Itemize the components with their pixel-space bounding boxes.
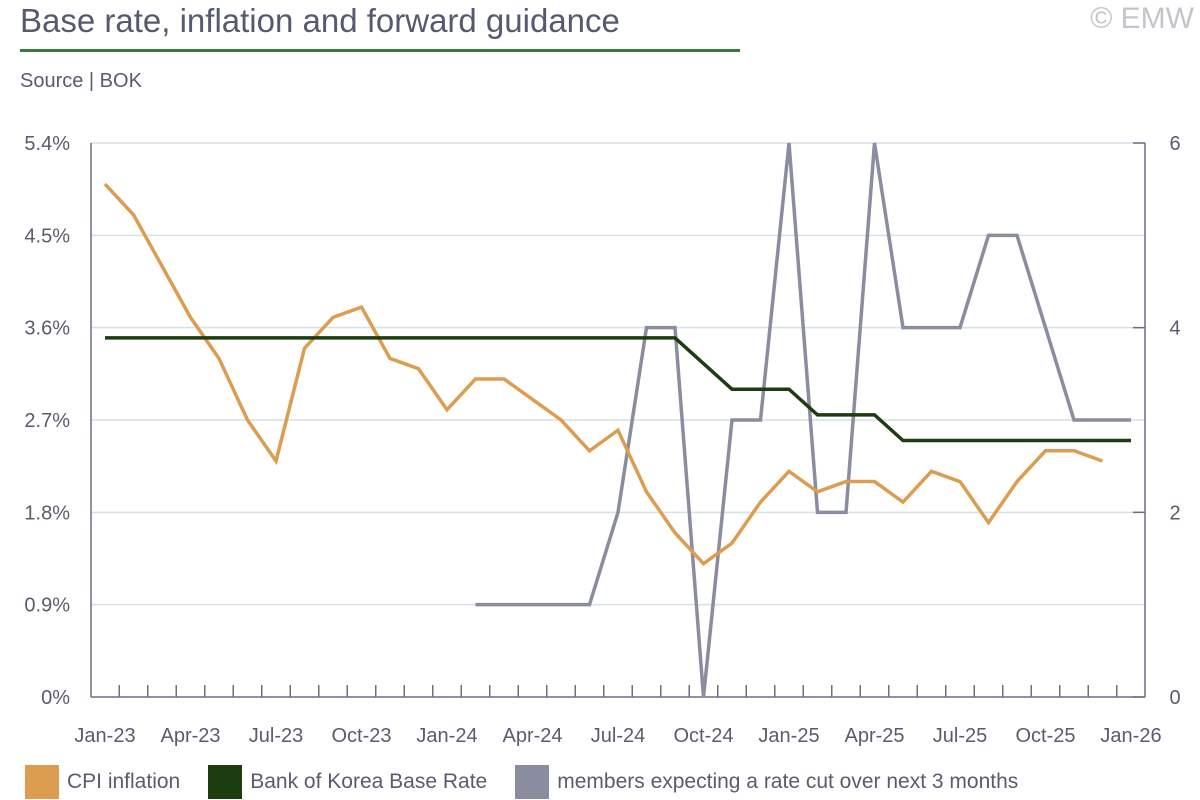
x-tick-label: Apr-24	[502, 725, 562, 747]
x-tick-label: Apr-23	[160, 725, 220, 747]
legend-label: CPI inflation	[67, 770, 181, 793]
chart-title: Base rate, inflation and forward guidanc…	[20, 2, 620, 39]
source-label: Source | BOK	[20, 70, 142, 92]
y-right-tick-label: 4	[1169, 318, 1180, 340]
copyright: © EMW	[1090, 2, 1194, 35]
y-left-tick-label: 4.5%	[24, 225, 70, 247]
cpi-inflation-line	[103, 182, 1104, 566]
x-tick-label: Oct-23	[331, 725, 391, 747]
x-tick-label: Jul-23	[249, 725, 303, 747]
y-right-tick-label: 2	[1169, 502, 1180, 524]
x-tick-label: Jul-25	[933, 725, 987, 747]
x-tick-label: Jan-26	[1100, 725, 1161, 747]
legend-label: members expecting a rate cut over next 3…	[557, 770, 1019, 793]
x-tick-label: Jan-24	[416, 725, 477, 747]
y-right-tick-label: 6	[1169, 133, 1180, 155]
y-left-tick-label: 5.4%	[24, 133, 70, 155]
x-tick-label: Jul-24	[591, 725, 645, 747]
legend: CPI inflation Bank of Korea Base Rate me…	[25, 765, 1046, 799]
y-right-tick-label: 0	[1169, 687, 1180, 709]
x-tick-label: Oct-25	[1015, 725, 1075, 747]
x-tick-label: Apr-25	[844, 725, 904, 747]
x-tick-label: Oct-24	[673, 725, 733, 747]
legend-swatch	[208, 765, 243, 799]
legend-label: Bank of Korea Base Rate	[250, 770, 488, 793]
base-rate-line	[105, 336, 1131, 443]
x-tick-label: Jan-25	[758, 725, 819, 747]
legend-swatch	[515, 765, 550, 799]
x-tick-label: Jan-23	[74, 725, 135, 747]
y-left-tick-label: 0.9%	[24, 595, 70, 617]
y-left-tick-label: 3.6%	[24, 318, 70, 340]
legend-item-members: members expecting a rate cut over next 3…	[515, 765, 1018, 799]
legend-item-base-rate: Bank of Korea Base Rate	[208, 765, 487, 799]
legend-swatch	[25, 765, 59, 799]
y-left-tick-label: 2.7%	[24, 410, 70, 432]
y-left-tick-label: 0%	[41, 687, 70, 709]
y-left-tick-label: 1.8%	[24, 502, 70, 524]
title-underline	[20, 49, 740, 52]
legend-item-cpi: CPI inflation	[25, 765, 180, 799]
members-rate-cut-line	[475, 142, 1131, 698]
